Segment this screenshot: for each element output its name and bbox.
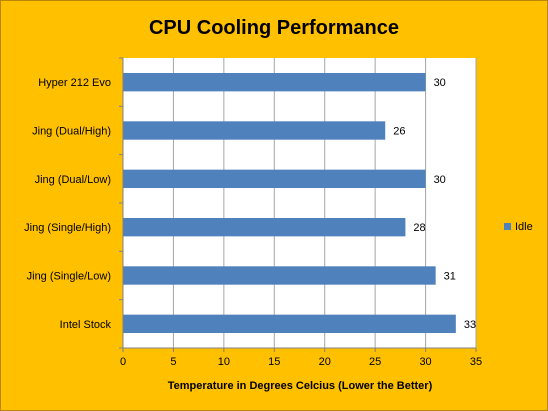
x-tick-label: 0 <box>120 356 126 368</box>
x-tick-label: 20 <box>319 356 331 368</box>
legend: Idle <box>504 221 533 233</box>
legend-swatch <box>504 223 511 230</box>
data-label: 31 <box>444 271 456 283</box>
plot-area <box>123 58 476 348</box>
bar <box>123 266 436 285</box>
category-label: Intel Stock <box>60 319 112 331</box>
grid-lines <box>172 58 477 348</box>
category-label: Jing (Dual/High) <box>32 126 111 138</box>
data-label: 30 <box>434 174 446 186</box>
x-tick-label: 30 <box>419 356 431 368</box>
bar <box>123 121 386 140</box>
data-label: 28 <box>413 222 425 234</box>
legend-label: Idle <box>515 221 533 233</box>
bar <box>123 169 426 189</box>
x-tick-label: 25 <box>369 356 381 368</box>
bar <box>123 217 406 237</box>
data-label: 33 <box>464 319 476 331</box>
x-tick-label: 15 <box>268 356 280 368</box>
bar <box>123 72 426 92</box>
bars: 30 26 30 28 31 33 <box>123 72 476 334</box>
category-label: Jing (Single/Low) <box>27 271 111 283</box>
x-tick-label: 5 <box>170 356 176 368</box>
data-label: 26 <box>393 126 405 138</box>
x-tick-label: 35 <box>470 356 482 368</box>
x-axis-label: Temperature in Degrees Celcius (Lower th… <box>168 380 433 392</box>
bar <box>123 314 456 334</box>
category-label: Hyper 212 Evo <box>38 77 111 89</box>
axes: 0 5 10 15 20 25 30 35 Hyper 212 Evo Jing (Dual/Hi… <box>24 57 482 368</box>
category-label: Jing (Single/High) <box>24 222 111 234</box>
data-label: 30 <box>434 77 446 89</box>
x-tick-label: 10 <box>218 356 230 368</box>
chart-title: CPU Cooling Performance <box>149 17 399 39</box>
category-label: Jing (Dual/Low) <box>35 174 111 186</box>
